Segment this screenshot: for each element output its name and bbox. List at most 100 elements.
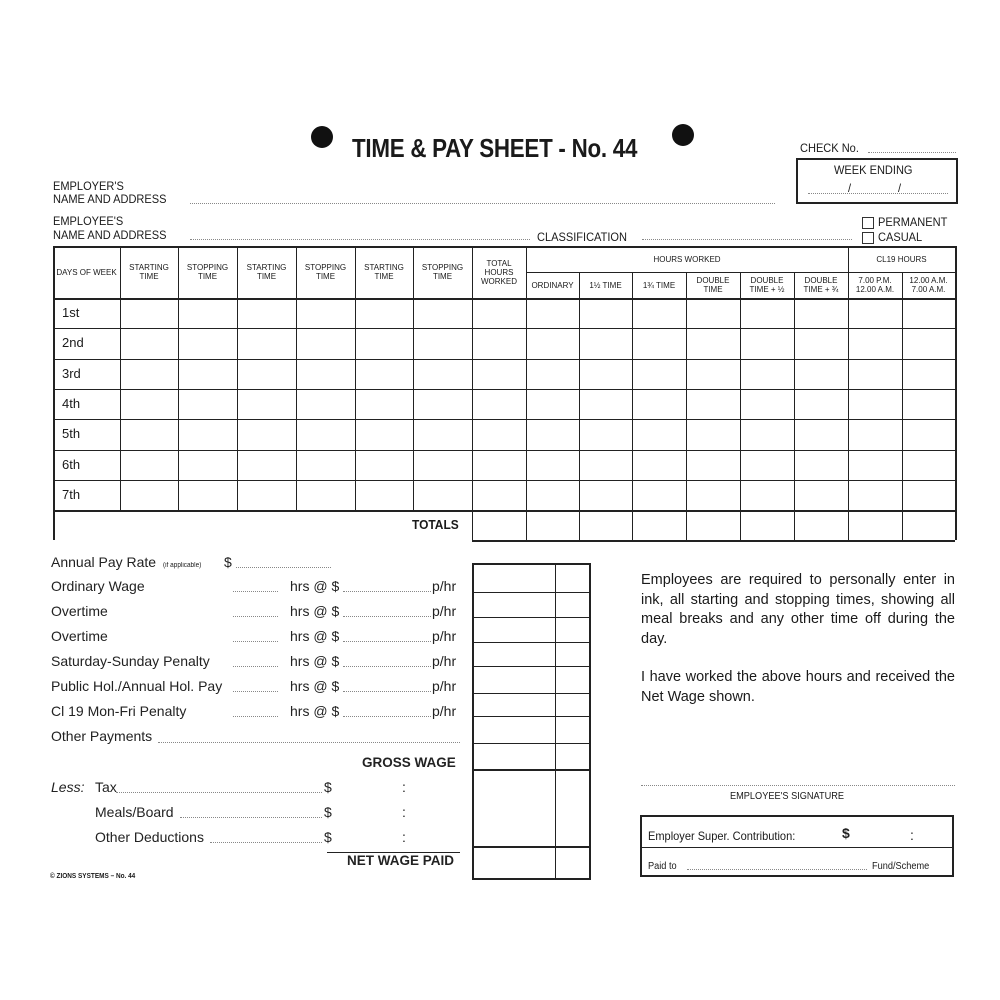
fund-label: Fund/Scheme bbox=[872, 861, 930, 872]
annual-pay-label: Annual Pay Rate bbox=[51, 554, 157, 570]
colon: : bbox=[910, 827, 914, 843]
hrs-at-label: hrs @ $ bbox=[290, 653, 340, 669]
other-payments-label: Other Payments bbox=[51, 728, 153, 744]
hours-field[interactable] bbox=[233, 616, 278, 617]
week-ending-field[interactable] bbox=[808, 193, 948, 194]
hours-field[interactable] bbox=[233, 691, 278, 692]
hours-field[interactable] bbox=[233, 641, 278, 642]
deduction-field[interactable] bbox=[210, 842, 322, 843]
week-ending-box[interactable]: WEEK ENDING / / bbox=[796, 158, 958, 204]
per-hour-label: p/hr bbox=[432, 603, 457, 619]
rate-field[interactable] bbox=[343, 616, 431, 617]
deduction-field[interactable] bbox=[180, 817, 322, 818]
divider bbox=[642, 847, 952, 848]
table-column-line bbox=[579, 272, 580, 541]
day-label: 2nd bbox=[62, 335, 84, 351]
classification-field[interactable] bbox=[642, 239, 852, 240]
table-column-line bbox=[237, 246, 238, 511]
signature-field[interactable] bbox=[641, 785, 955, 786]
per-hour-label: p/hr bbox=[432, 653, 457, 669]
amount-row-line bbox=[472, 743, 591, 744]
table-line bbox=[53, 479, 955, 481]
annual-note: (if applicable) bbox=[163, 562, 202, 569]
hours-column-header: 1¾ TIME bbox=[642, 280, 676, 290]
annual-pay-field[interactable] bbox=[236, 567, 331, 568]
table-line bbox=[53, 449, 955, 451]
signature-label: EMPLOYEE'S SIGNATURE bbox=[730, 791, 845, 802]
table-line bbox=[53, 328, 955, 330]
table-line bbox=[526, 272, 955, 273]
table-column-line bbox=[740, 272, 741, 541]
check-no-field[interactable] bbox=[868, 152, 956, 153]
hrs-at-label: hrs @ $ bbox=[290, 703, 340, 719]
hours-field[interactable] bbox=[233, 666, 278, 667]
rate-field[interactable] bbox=[343, 641, 431, 642]
date-separator: / bbox=[848, 181, 852, 195]
table-column-line bbox=[355, 246, 356, 511]
table-column-line bbox=[902, 272, 903, 541]
deduction-label: Tax bbox=[95, 779, 117, 795]
hours-field[interactable] bbox=[233, 716, 278, 717]
dollar-sign: $ bbox=[324, 779, 332, 795]
deduction-field[interactable] bbox=[116, 792, 322, 793]
week-ending-label: WEEK ENDING bbox=[834, 163, 913, 177]
employee-field[interactable] bbox=[190, 239, 530, 240]
day-label: 4th bbox=[62, 395, 81, 411]
casual-checkbox[interactable] bbox=[862, 232, 874, 244]
hours-worked-header: HOURS WORKED bbox=[653, 254, 721, 264]
employer-field[interactable] bbox=[190, 203, 775, 204]
permanent-checkbox[interactable] bbox=[862, 217, 874, 229]
amount-box[interactable] bbox=[472, 563, 591, 880]
colon: : bbox=[402, 829, 406, 845]
cents-divider bbox=[555, 563, 556, 880]
column-header: STARTING TIME bbox=[246, 263, 287, 281]
gross-wage-label: GROSS WAGE bbox=[362, 755, 456, 770]
super-box: Employer Super. Contribution: $ : Paid t… bbox=[640, 815, 954, 877]
pay-line-label: Public Hol./Annual Hol. Pay bbox=[51, 678, 223, 694]
table-line bbox=[53, 246, 955, 248]
rate-field[interactable] bbox=[343, 691, 431, 692]
check-no-label: CHECK No. bbox=[800, 141, 859, 155]
rate-field[interactable] bbox=[343, 716, 431, 717]
casual-label: CASUAL bbox=[878, 230, 923, 244]
classification-label: CLASSIFICATION bbox=[537, 230, 627, 244]
column-header: STARTING TIME bbox=[129, 263, 169, 281]
table-line bbox=[53, 510, 955, 513]
punch-hole-icon bbox=[311, 126, 333, 148]
amount-row-line bbox=[472, 716, 591, 717]
pay-line-label: Overtime bbox=[51, 603, 108, 619]
other-payments-field[interactable] bbox=[158, 742, 460, 743]
hours-column-header: DOUBLE TIME + ¾ bbox=[803, 276, 839, 294]
dollar-sign: $ bbox=[324, 829, 332, 845]
per-hour-label: p/hr bbox=[432, 678, 457, 694]
hours-column-header: 1½ TIME bbox=[589, 280, 622, 290]
day-label: 6th bbox=[62, 456, 81, 472]
column-header: DAYS OF WEEK bbox=[56, 267, 117, 277]
table-column-line bbox=[632, 272, 633, 541]
hrs-at-label: hrs @ $ bbox=[290, 628, 340, 644]
underline bbox=[327, 852, 460, 853]
net-wage-label: NET WAGE PAID bbox=[347, 853, 455, 868]
hours-column-header: ORDINARY bbox=[531, 280, 574, 290]
rate-field[interactable] bbox=[343, 666, 431, 667]
table-column-line bbox=[686, 272, 687, 541]
amount-row-line bbox=[472, 846, 591, 848]
amount-row-line bbox=[472, 592, 591, 593]
paid-to-field[interactable] bbox=[687, 869, 867, 870]
amount-row-line bbox=[472, 666, 591, 667]
pay-line-label: Ordinary Wage bbox=[51, 578, 145, 594]
rate-field[interactable] bbox=[343, 591, 431, 592]
cl19-column-header: 12.00 A.M. 7.00 A.M. bbox=[909, 276, 948, 294]
pay-line-label: Overtime bbox=[51, 628, 108, 644]
per-hour-label: p/hr bbox=[432, 703, 457, 719]
colon: : bbox=[402, 804, 406, 820]
per-hour-label: p/hr bbox=[432, 578, 457, 594]
hours-field[interactable] bbox=[233, 591, 278, 592]
amount-row-line bbox=[472, 617, 591, 618]
table-line bbox=[53, 388, 955, 390]
hrs-at-label: hrs @ $ bbox=[290, 603, 340, 619]
table-column-line bbox=[848, 246, 849, 541]
dollar-sign: $ bbox=[842, 825, 850, 841]
paid-to-label: Paid to bbox=[648, 861, 677, 872]
